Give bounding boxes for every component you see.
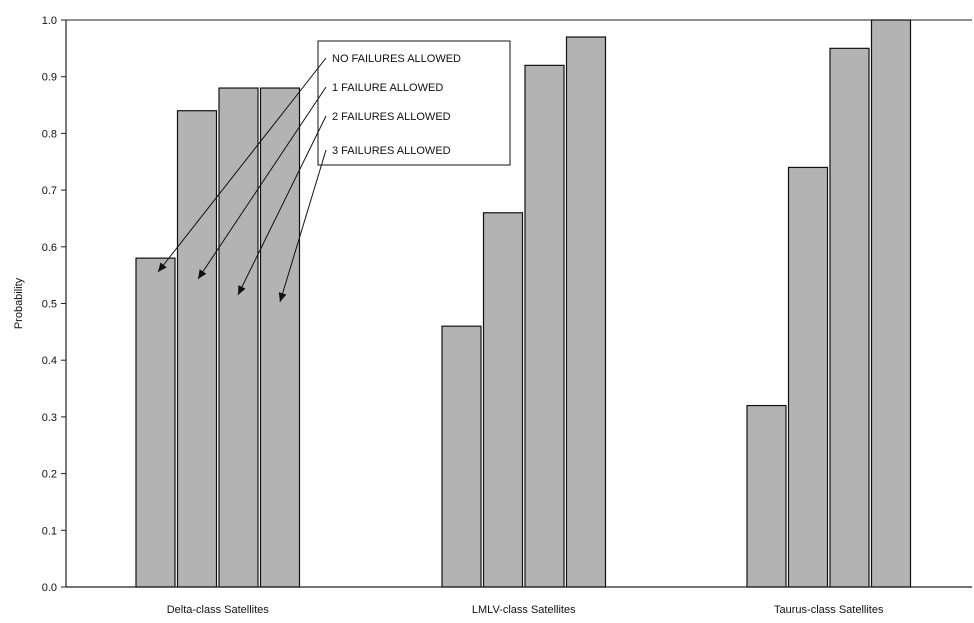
y-tick-label: 0.1 (42, 525, 57, 537)
y-tick-label: 0.5 (42, 299, 57, 311)
category-label: Delta-class Satellites (167, 604, 270, 616)
bar-1-0 (441, 325, 482, 588)
bar-0-3 (259, 87, 301, 588)
x-axis: Delta-class Satellites LMLV-class Satelli… (66, 586, 972, 616)
bar-2-1 (787, 166, 829, 588)
bar-0-2 (218, 87, 259, 588)
bar-1-3 (565, 36, 607, 588)
legend-label-0: NO FAILURES ALLOWED (332, 53, 461, 65)
y-tick-label: 0.2 (42, 469, 57, 481)
legend-leader-line-0 (157, 57, 327, 273)
y-axis-title: Probability (13, 277, 25, 329)
bar-1-1 (482, 212, 524, 588)
bar-2-3 (870, 19, 912, 588)
bar-0-1 (176, 110, 218, 588)
legend-leader-line-2 (237, 115, 327, 296)
legend: NO FAILURES ALLOWED 1 FAILURE ALLOWED 2 FA… (157, 40, 511, 303)
y-tick-label: 0.7 (42, 185, 57, 197)
legend-label-2: 2 FAILURES ALLOWED (332, 111, 451, 123)
y-tick-label: 1.0 (42, 15, 57, 27)
y-axis: 0.0 0.1 0.2 0.3 0.4 0.5 0.6 0.7 0.8 0.9 1.0 (42, 15, 972, 594)
y-tick-label: 0.6 (42, 242, 57, 254)
legend-label-3: 3 FAILURES ALLOWED (332, 145, 451, 157)
category-label: LMLV-class Satellites (472, 604, 576, 616)
y-tick-label: 0.8 (42, 128, 57, 140)
legend-arrowhead-0 (158, 262, 167, 272)
bar-2-2 (829, 47, 870, 588)
legend-arrowhead-3 (278, 292, 287, 302)
legend-leader-line-1 (197, 86, 327, 280)
bar-2-0 (746, 404, 787, 588)
bar-1-2 (524, 64, 565, 588)
y-tick-label: 0.9 (42, 72, 57, 84)
category-label: Taurus-class Satellites (774, 604, 884, 616)
legend-leader-line-3 (279, 149, 327, 303)
legend-arrowhead-2 (238, 285, 246, 295)
y-tick-label: 0.0 (42, 582, 57, 594)
bars (135, 19, 912, 588)
y-tick-label: 0.3 (42, 412, 57, 424)
legend-label-1: 1 FAILURE ALLOWED (332, 82, 443, 94)
bar-0-0 (135, 257, 176, 588)
legend-arrowhead-1 (198, 269, 207, 279)
legend-box (317, 40, 511, 166)
y-tick-label: 0.4 (42, 355, 57, 367)
